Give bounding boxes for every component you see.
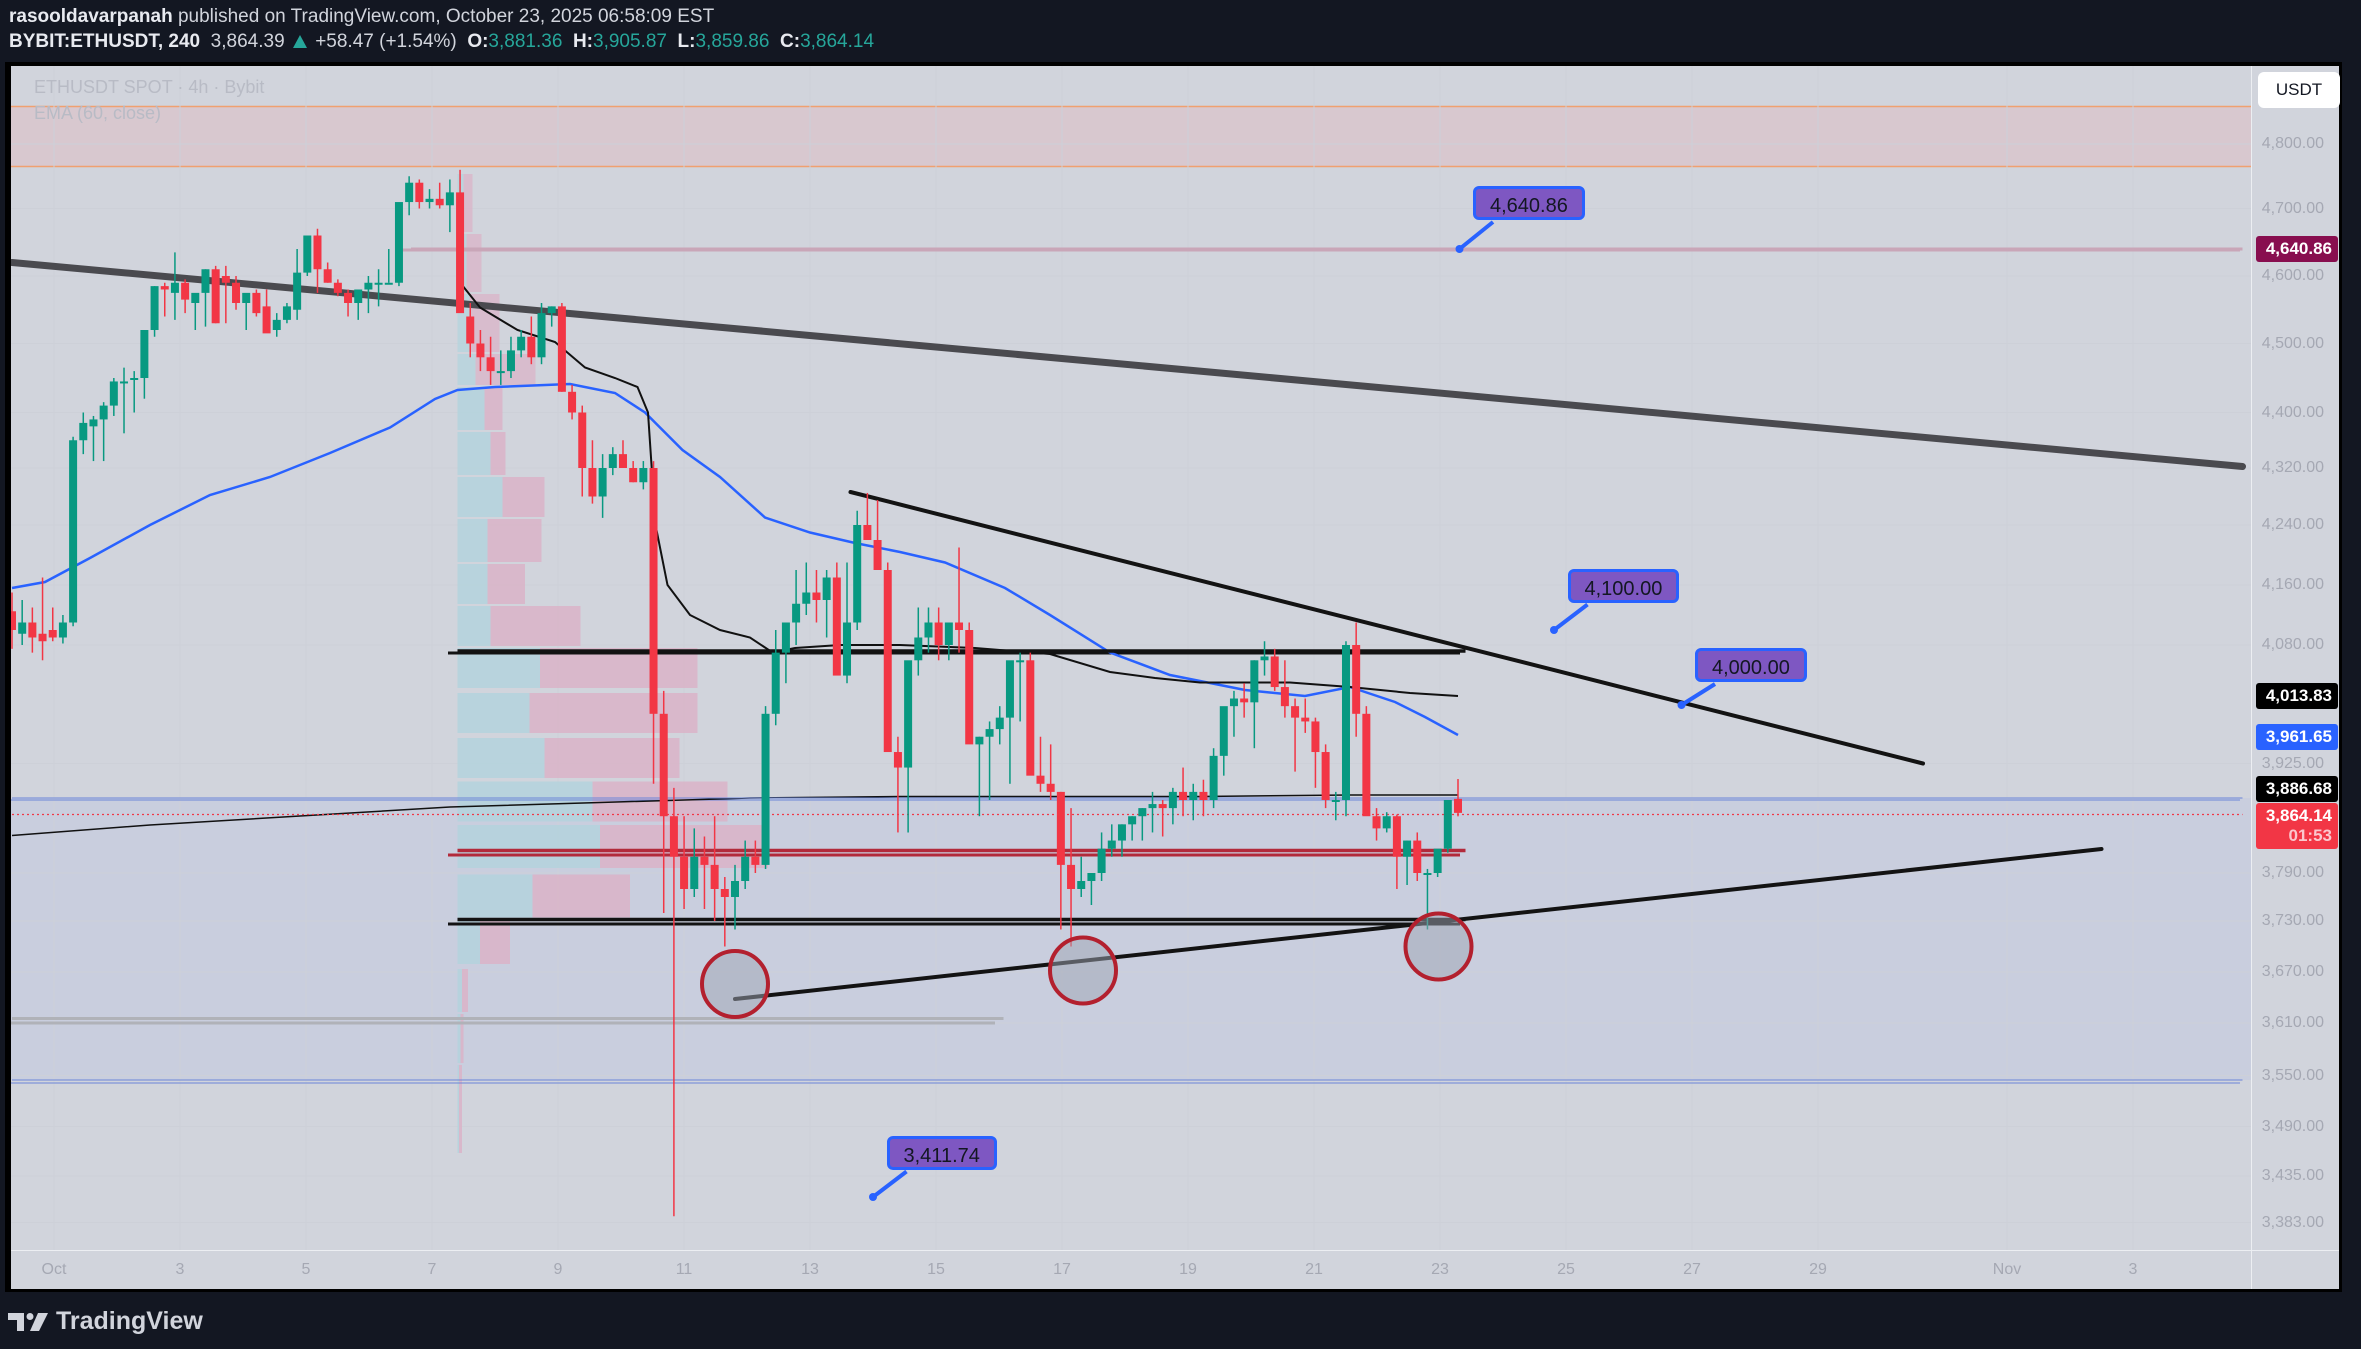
price-axis-divider xyxy=(2251,66,2252,1289)
highlight-circle xyxy=(1403,911,1474,982)
open-label: O: xyxy=(467,31,489,52)
up-arrow-icon xyxy=(292,35,307,48)
time-tick: 27 xyxy=(1683,1261,1701,1278)
time-tick: 19 xyxy=(1179,1261,1197,1278)
time-tick: 29 xyxy=(1809,1261,1827,1278)
chart-legend-indicator[interactable]: EMA (60, close) xyxy=(34,103,162,123)
time-tick: 7 xyxy=(427,1261,437,1278)
high-label: H: xyxy=(572,31,594,52)
price-callout[interactable]: 4,640.86 xyxy=(1473,186,1585,220)
low-value: 3,859.86 xyxy=(695,31,770,52)
price-change: +58.47 (+1.54%) xyxy=(315,31,457,52)
ma-line-black xyxy=(461,284,1459,697)
highlight-circle xyxy=(1048,935,1118,1006)
time-tick: 11 xyxy=(675,1261,693,1278)
time-tick: Oct xyxy=(41,1261,67,1278)
price-tick: 4,600.00 xyxy=(2261,267,2324,284)
price-label: 3,961.65 xyxy=(2256,723,2338,750)
time-axis-divider xyxy=(11,1250,2339,1251)
published-text: published on TradingView.com, October 23… xyxy=(177,6,715,27)
close-value: 3,864.14 xyxy=(800,31,875,52)
price-label: 3,886.68 xyxy=(2256,776,2338,802)
price-tick: 4,400.00 xyxy=(2261,403,2324,421)
price-tick: 3,490.00 xyxy=(2261,1117,2324,1135)
time-tick: 3 xyxy=(175,1261,185,1278)
price-tick: 3,730.00 xyxy=(2261,912,2324,929)
publish-info: rasooldavarpanah published on TradingVie… xyxy=(9,6,714,28)
bar-countdown: 01:53 xyxy=(2288,825,2332,845)
price-tick: 4,080.00 xyxy=(2261,636,2324,653)
price-callout[interactable]: 4,100.00 xyxy=(1567,568,1680,603)
price-axis[interactable]: USDT 4,800.00 4,700.00 4,600.00 4,500.00 4,4… xyxy=(2252,66,2340,1289)
ema-line xyxy=(11,382,1459,737)
chart-canvas[interactable] xyxy=(11,66,2251,1250)
price-tick: 3,790.00 xyxy=(2261,864,2324,881)
price-tick: 4,800.00 xyxy=(2261,135,2324,152)
price-tick: 3,383.00 xyxy=(2261,1213,2324,1231)
chart-pane[interactable]: ETHUSDT SPOT · 4h · Bybit EMA (60, close… xyxy=(11,66,2251,1250)
chart-legend-title[interactable]: ETHUSDT SPOT · 4h · Bybit xyxy=(34,77,265,97)
close-label: C: xyxy=(780,31,801,52)
time-tick: 23 xyxy=(1431,1261,1449,1278)
brand-name: TradingView xyxy=(56,1307,203,1335)
price-tick: 3,550.00 xyxy=(2261,1066,2324,1084)
high-value: 3,905.87 xyxy=(593,31,667,52)
tradingview-logo[interactable]: TradingView xyxy=(8,1307,203,1336)
time-tick: 5 xyxy=(301,1261,311,1278)
low-label: L: xyxy=(677,31,696,52)
price-callout[interactable]: 3,411.74 xyxy=(886,1135,997,1170)
highlight-circle xyxy=(700,949,770,1019)
resistance-zone xyxy=(11,106,2251,167)
author-name[interactable]: rasooldavarpanah xyxy=(9,6,173,27)
time-tick: 9 xyxy=(553,1261,563,1278)
time-tick: Nov xyxy=(1992,1261,2022,1278)
last-price-value: 3,864.14 xyxy=(2265,805,2332,825)
price-tick: 3,610.00 xyxy=(2261,1014,2324,1031)
price-label: 4,640.86 xyxy=(2256,236,2338,262)
time-axis[interactable]: Oct 3 5 7 9 11 13 15 17 19 21 23 25 27 29 Nov 3 xyxy=(11,1251,2251,1289)
price-tick: 4,500.00 xyxy=(2261,334,2324,352)
price-tick: 3,925.00 xyxy=(2261,754,2324,772)
price-tick: 4,240.00 xyxy=(2261,516,2324,533)
time-tick: 15 xyxy=(927,1261,945,1278)
last-price-label: 3,864.14 01:53 xyxy=(2256,802,2338,849)
currency-button[interactable]: USDT xyxy=(2258,72,2340,108)
time-tick: 13 xyxy=(801,1261,819,1278)
last-price: 3,864.39 xyxy=(210,31,285,52)
open-value: 3,881.36 xyxy=(488,31,563,52)
time-tick: 25 xyxy=(1557,1261,1575,1278)
symbol-label: BYBIT:ETHUSDT, 240 xyxy=(9,31,201,52)
price-tick: 3,670.00 xyxy=(2261,963,2324,980)
price-tick: 3,435.00 xyxy=(2261,1167,2324,1184)
tradingview-logo-icon xyxy=(8,1312,48,1331)
time-tick: 17 xyxy=(1053,1261,1071,1278)
time-tick: 3 xyxy=(2128,1261,2138,1278)
symbol-info-bar: BYBIT:ETHUSDT, 240 3,864.39 +58.47 (+1.5… xyxy=(9,31,874,53)
price-tick: 4,160.00 xyxy=(2261,576,2324,593)
time-tick: 21 xyxy=(1305,1261,1323,1278)
price-tick: 4,320.00 xyxy=(2261,459,2324,476)
price-label: 4,013.83 xyxy=(2256,683,2338,709)
price-tick: 4,700.00 xyxy=(2261,199,2324,217)
price-callout[interactable]: 4,000.00 xyxy=(1695,648,1807,682)
